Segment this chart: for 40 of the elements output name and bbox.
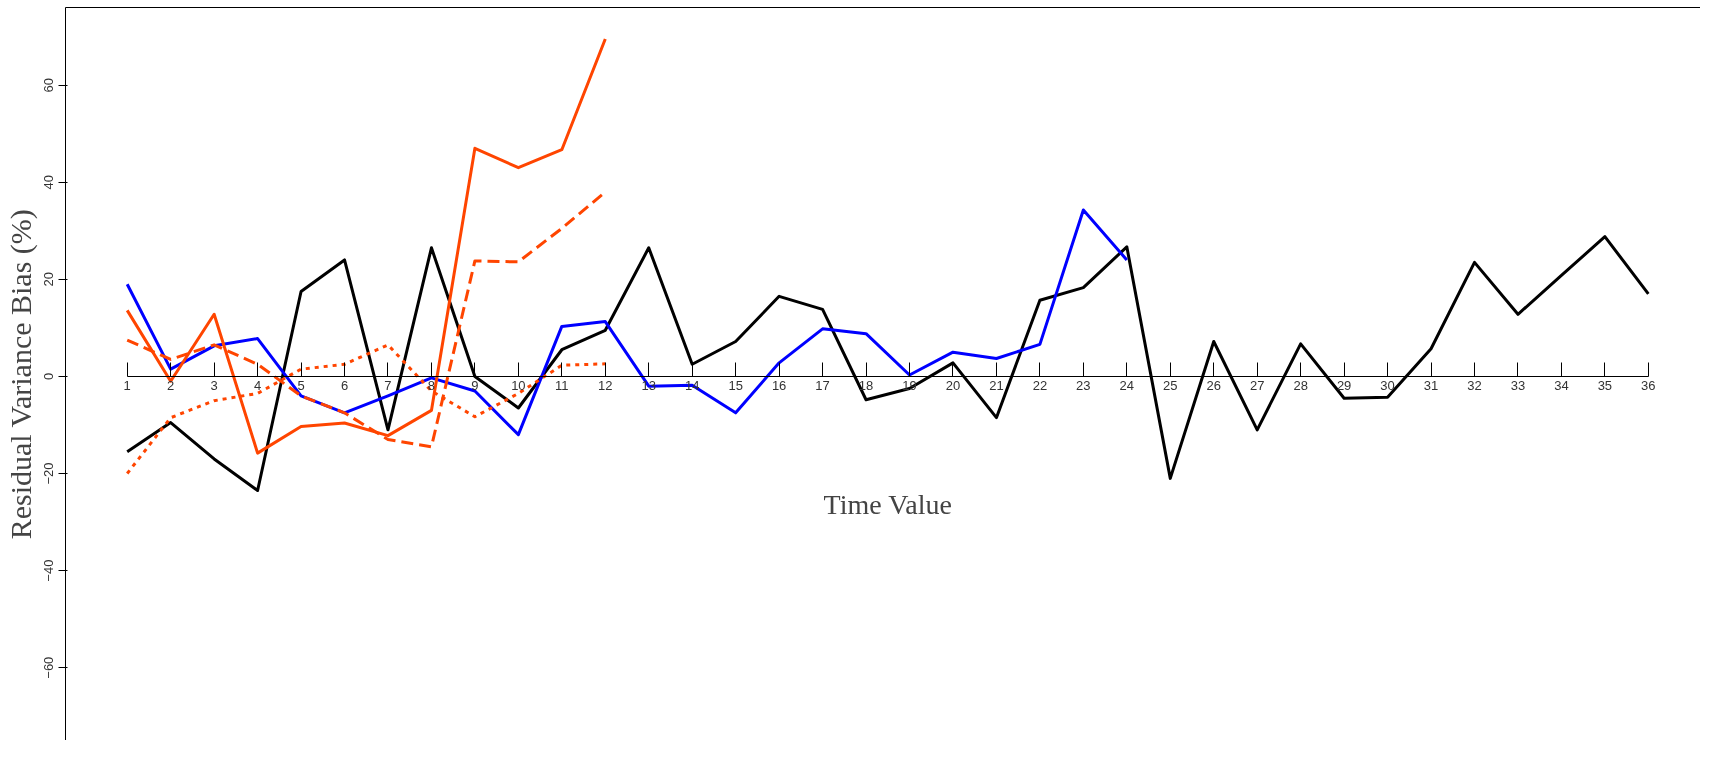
y-tick-label: 40 bbox=[41, 175, 57, 190]
x-tick-label: 25 bbox=[1163, 378, 1178, 394]
x-tick-label: 17 bbox=[815, 378, 830, 394]
x-tick-label: 9 bbox=[471, 378, 479, 394]
x-tick-label: 12 bbox=[598, 378, 613, 394]
y-tick-label: 20 bbox=[41, 272, 57, 287]
x-tick-label: 1 bbox=[123, 378, 131, 394]
x-tick-label: 5 bbox=[297, 378, 305, 394]
x-tick-label: 23 bbox=[1076, 378, 1091, 394]
x-tick-label: 27 bbox=[1249, 378, 1265, 394]
y-tick-label: 60 bbox=[41, 77, 57, 93]
x-tick-label: 2 bbox=[167, 378, 175, 394]
x-tick-label: 11 bbox=[555, 378, 569, 394]
x-tick-label: 20 bbox=[945, 378, 961, 394]
x-tick-label: 34 bbox=[1554, 378, 1569, 394]
x-tick-label: 26 bbox=[1206, 378, 1221, 394]
x-tick-label: 33 bbox=[1510, 378, 1526, 394]
x-tick-label: 16 bbox=[771, 378, 787, 394]
x-tick-label: 3 bbox=[210, 378, 218, 394]
x-tick-label: 28 bbox=[1293, 378, 1308, 394]
x-tick-label: 15 bbox=[728, 378, 743, 394]
y-tick-label: −60 bbox=[41, 656, 57, 679]
x-tick-label: 22 bbox=[1032, 378, 1048, 394]
y-tick-label: −40 bbox=[41, 559, 57, 582]
x-axis-title: Time Value bbox=[823, 488, 952, 520]
y-axis-title: Residual Variance Bias (%) bbox=[3, 209, 38, 540]
x-tick-label: 21 bbox=[989, 378, 1004, 394]
x-tick-label: 31 bbox=[1423, 378, 1439, 394]
y-tick-label: −20 bbox=[41, 462, 57, 485]
x-tick-label: 29 bbox=[1336, 378, 1352, 394]
x-tick-label: 4 bbox=[253, 378, 262, 394]
x-tick-label: 10 bbox=[511, 378, 526, 394]
x-tick-label: 6 bbox=[340, 378, 349, 394]
x-tick-label: 30 bbox=[1380, 378, 1395, 394]
x-tick-label: 36 bbox=[1641, 378, 1656, 394]
x-tick-label: 24 bbox=[1119, 378, 1135, 394]
x-tick-label: 32 bbox=[1467, 378, 1482, 394]
y-tick-label: 0 bbox=[41, 372, 57, 381]
x-tick-label: 7 bbox=[384, 378, 392, 394]
x-tick-label: 35 bbox=[1597, 378, 1613, 394]
